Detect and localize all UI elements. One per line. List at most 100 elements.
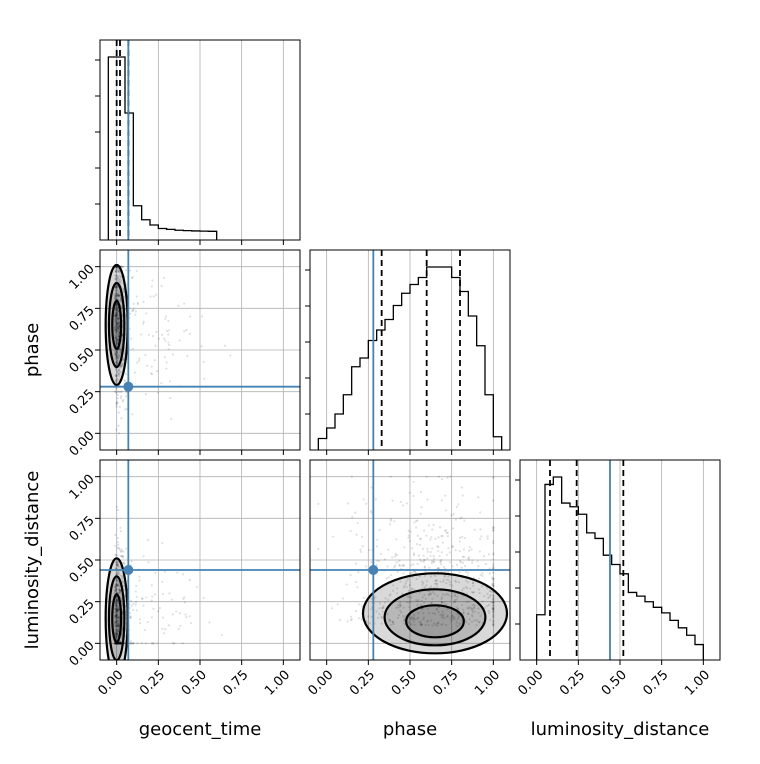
scatter-luminosity-distance-vs-phase-point [492,615,495,618]
scatter-luminosity-distance-vs-geocent-time-point [118,642,121,645]
scatter-phase-vs-geocent-time-point [116,371,119,374]
scatter-luminosity-distance-vs-geocent-time-point [115,618,118,621]
scatter-luminosity-distance-vs-phase-point [378,602,382,605]
scatter-luminosity-distance-vs-phase-point [473,619,476,622]
scatter-luminosity-distance-vs-phase-point [451,545,454,548]
scatter-phase-vs-geocent-time-point [117,318,121,321]
scatter-luminosity-distance-vs-geocent-time-point [116,599,119,602]
scatter-luminosity-distance-vs-phase-point [461,555,465,558]
scatter-luminosity-distance-vs-phase-point [412,553,416,556]
scatter-phase-vs-geocent-time-point [115,363,118,366]
scatter-luminosity-distance-vs-phase-point [431,624,434,627]
y-tick-label-phase-1: 0.25 [67,387,98,418]
scatter-luminosity-distance-vs-geocent-time-point [116,537,120,540]
scatter-luminosity-distance-vs-geocent-time-point [116,622,119,626]
scatter-luminosity-distance-vs-phase-point [458,536,462,539]
scatter-luminosity-distance-vs-phase-point [478,550,481,553]
scatter-phase-vs-geocent-time-point [117,294,120,297]
scatter-phase-vs-geocent-time-point [120,395,123,398]
scatter-luminosity-distance-vs-geocent-time-point [121,574,124,577]
scatter-luminosity-distance-vs-phase-point [402,606,405,609]
scatter-luminosity-distance-vs-geocent-time-point [114,607,117,611]
scatter-luminosity-distance-vs-phase-point [349,573,352,577]
scatter-luminosity-distance-vs-phase-point [431,591,435,594]
scatter-luminosity-distance-vs-geocent-time-point [114,585,117,588]
scatter-luminosity-distance-vs-phase-point [369,510,372,513]
scatter-luminosity-distance-vs-geocent-time-point [115,591,119,594]
scatter-luminosity-distance-vs-geocent-time-point [114,601,117,604]
y-tick-label-luminosity-distance-4: 1.00 [67,472,98,503]
scatter-luminosity-distance-vs-phase-point [454,594,457,598]
scatter-luminosity-distance-vs-geocent-time-point [114,634,117,637]
scatter-luminosity-distance-vs-phase-point [473,603,476,607]
scatter-luminosity-distance-vs-phase-point [492,610,495,613]
scatter-luminosity-distance-vs-phase-point [492,577,495,580]
scatter-luminosity-distance-vs-phase-point [427,593,431,596]
scatter-phase-vs-geocent-time-point [115,286,118,289]
scatter-luminosity-distance-vs-phase-point [446,476,449,480]
scatter-luminosity-distance-vs-geocent-time-point [116,615,119,619]
scatter-luminosity-distance-vs-phase-point [410,616,414,619]
scatter-phase-vs-geocent-time-point [117,335,120,338]
scatter-luminosity-distance-vs-phase-point [357,617,361,620]
scatter-phase-vs-geocent-time-point [115,353,118,356]
scatter-luminosity-distance-vs-phase-point [396,606,400,609]
scatter-luminosity-distance-vs-phase-point [454,549,457,552]
scatter-luminosity-distance-vs-phase-point [426,607,429,611]
scatter-luminosity-distance-vs-phase-point [479,528,482,531]
scatter-phase-vs-geocent-time-point [167,333,170,336]
scatter-luminosity-distance-vs-phase-point [427,593,430,596]
scatter-luminosity-distance-vs-phase-point [330,607,333,610]
scatter-luminosity-distance-vs-phase-point [408,606,411,609]
scatter-luminosity-distance-vs-geocent-time-point [115,561,118,564]
scatter-luminosity-distance-vs-phase-point [492,608,495,612]
scatter-luminosity-distance-vs-phase-point [435,582,438,586]
scatter-luminosity-distance-vs-geocent-time-point [152,642,155,645]
scatter-luminosity-distance-vs-geocent-time-point [117,642,120,645]
scatter-luminosity-distance-vs-geocent-time-point [114,635,118,638]
scatter-luminosity-distance-vs-geocent-time-point [115,588,119,591]
scatter-luminosity-distance-vs-phase-point [435,608,438,611]
scatter-luminosity-distance-vs-geocent-time-point [121,603,124,607]
scatter-phase-vs-geocent-time-point [124,408,127,411]
scatter-luminosity-distance-vs-phase-point [455,505,458,508]
scatter-phase-vs-geocent-time-point [115,343,118,346]
scatter-luminosity-distance-vs-phase-point [470,608,473,611]
scatter-luminosity-distance-vs-phase-point [410,563,413,567]
scatter-luminosity-distance-vs-phase-truth-marker [368,565,379,575]
scatter-luminosity-distance-vs-geocent-time-point [114,610,118,614]
scatter-phase-vs-geocent-time-point [114,293,117,296]
scatter-luminosity-distance-vs-geocent-time-point [146,620,149,624]
scatter-luminosity-distance-vs-phase-point [492,608,495,611]
scatter-luminosity-distance-vs-geocent-time-point [114,588,118,591]
scatter-phase-vs-geocent-time-point [114,306,118,309]
scatter-luminosity-distance-vs-phase-point [414,618,417,621]
scatter-phase-vs-geocent-time-point [116,339,119,342]
scatter-luminosity-distance-vs-geocent-time-point [188,579,192,582]
scatter-luminosity-distance-vs-geocent-time-point [175,610,178,613]
scatter-luminosity-distance-vs-geocent-time-point [177,627,180,630]
scatter-luminosity-distance-vs-geocent-time-point [119,642,122,645]
scatter-luminosity-distance-vs-geocent-time-point [116,625,119,628]
scatter-phase-vs-geocent-time-point [115,324,119,327]
scatter-luminosity-distance-vs-phase-point [413,521,416,524]
scatter-luminosity-distance-vs-phase-point [452,618,455,621]
scatter-luminosity-distance-vs-geocent-time-point [116,561,119,565]
x-tick-label-geocent-time-3: 0.75 [220,668,251,699]
scatter-luminosity-distance-vs-phase-point [455,580,458,583]
scatter-phase-vs-geocent-time-point [117,332,120,335]
scatter-phase-vs-geocent-time-point [114,336,117,339]
scatter-phase-vs-geocent-time-point [114,331,118,334]
scatter-luminosity-distance-vs-geocent-time-point [134,590,137,593]
scatter-phase-vs-geocent-time-point [117,310,120,313]
scatter-luminosity-distance-vs-phase-point [432,523,435,526]
scatter-luminosity-distance-vs-geocent-time-point [164,628,167,631]
scatter-phase-vs-geocent-time-point [118,324,121,328]
scatter-luminosity-distance-vs-geocent-time-point [118,615,121,618]
scatter-phase-vs-geocent-time-point [115,311,118,315]
scatter-phase-vs-geocent-time-point [115,428,118,431]
scatter-luminosity-distance-vs-phase-point [402,572,405,575]
scatter-luminosity-distance-vs-phase-point [423,565,426,568]
scatter-luminosity-distance-vs-geocent-time-point [114,620,117,623]
scatter-luminosity-distance-vs-phase-point [422,618,425,621]
